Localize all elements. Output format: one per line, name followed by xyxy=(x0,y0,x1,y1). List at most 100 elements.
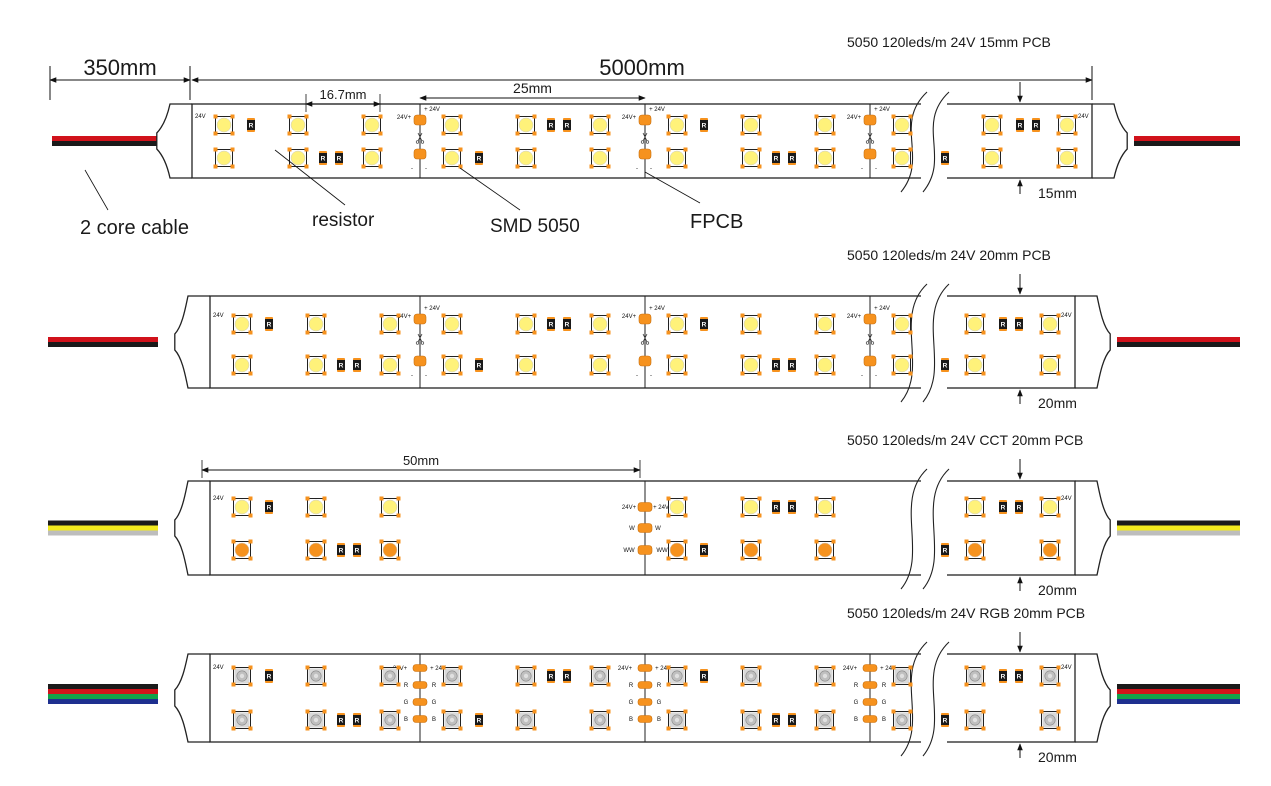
led-corner-pad xyxy=(248,371,253,376)
strip-title: 5050 120leds/m 24V 20mm PCB xyxy=(847,247,1051,263)
right-cable-wire xyxy=(1117,520,1240,526)
left-cable-wire xyxy=(48,342,158,347)
led-corner-pad xyxy=(666,313,671,318)
resistor-body xyxy=(788,153,796,163)
resistor-mark: R xyxy=(549,674,554,681)
led-corner-pad xyxy=(964,665,969,670)
cool-led-lens xyxy=(743,117,759,133)
pad-label: + 24V xyxy=(649,107,665,113)
pad-label: B xyxy=(657,717,661,723)
cut-mark-icon xyxy=(865,140,870,144)
strip-length-dim-label: 5000mm xyxy=(599,55,685,80)
led-corner-pad xyxy=(379,313,384,318)
rgb-led-dot xyxy=(748,673,754,679)
cool-led-lens xyxy=(894,357,910,373)
pad-label: G xyxy=(432,700,437,706)
resistor-body xyxy=(700,545,708,555)
solder-pad xyxy=(413,114,427,126)
cut-mark-icon xyxy=(645,341,650,345)
led-corner-pad xyxy=(441,147,446,152)
left-cable-wire xyxy=(52,136,170,141)
led-corner-pad xyxy=(305,726,310,731)
led-corner-pad xyxy=(606,354,611,359)
led-corner-pad xyxy=(305,682,310,687)
cool-led-lens xyxy=(444,150,460,166)
led-corner-pad xyxy=(231,556,236,561)
pad-label: G xyxy=(882,700,887,706)
led-corner-pad xyxy=(814,371,819,376)
resistor-mark: R xyxy=(339,548,344,555)
led-corner-pad xyxy=(1039,496,1044,501)
solder-pad xyxy=(412,698,428,706)
resistor-mark: R xyxy=(774,718,779,725)
led-corner-pad xyxy=(248,313,253,318)
led-corner-pad xyxy=(683,665,688,670)
led-corner-pad xyxy=(361,114,366,119)
led-corner-pad xyxy=(322,682,327,687)
cut-mark-icon xyxy=(870,140,875,144)
led-corner-pad xyxy=(287,114,292,119)
cut-mark-icon xyxy=(417,132,423,142)
pad-label: 24V+ xyxy=(622,505,637,511)
led-corner-pad xyxy=(248,354,253,359)
led-corner-pad xyxy=(998,131,1003,136)
pad-label: R xyxy=(432,683,437,689)
led-corner-pad xyxy=(231,709,236,714)
cool-led-lens xyxy=(669,499,685,515)
led-corner-pad xyxy=(441,709,446,714)
cool-led-lens xyxy=(669,150,685,166)
led-corner-pad xyxy=(757,496,762,501)
left-end-cap xyxy=(174,480,210,576)
pad-label: + 24V xyxy=(424,306,440,312)
resistor-mark: R xyxy=(477,718,482,725)
led-corner-pad xyxy=(981,513,986,518)
led-corner-pad xyxy=(891,709,896,714)
resistor-mark: R xyxy=(1001,674,1006,681)
led-corner-pad xyxy=(683,354,688,359)
led-corner-pad xyxy=(396,726,401,731)
led-corner-pad xyxy=(831,330,836,335)
led-corner-pad xyxy=(606,147,611,152)
led-corner-pad xyxy=(1039,539,1044,544)
cool-led-lens xyxy=(592,150,608,166)
cool-led-lens xyxy=(1059,150,1075,166)
resistor-mark: R xyxy=(702,123,707,130)
solder-pad xyxy=(637,715,653,723)
solder-pad xyxy=(412,715,428,723)
led-corner-pad xyxy=(322,513,327,518)
led-corner-pad xyxy=(757,371,762,376)
led-corner-pad xyxy=(396,556,401,561)
led-corner-pad xyxy=(831,131,836,136)
resistor-body xyxy=(547,120,555,130)
rgb-led-dot xyxy=(449,717,455,723)
led-corner-pad xyxy=(666,556,671,561)
led-corner-pad xyxy=(666,330,671,335)
led-corner-pad xyxy=(814,131,819,136)
cool-led-lens xyxy=(592,357,608,373)
right-cable-wire xyxy=(1117,342,1240,347)
led-corner-pad xyxy=(287,164,292,169)
led-corner-pad xyxy=(740,682,745,687)
led-corner-pad xyxy=(378,147,383,152)
rgb-led-dot xyxy=(822,717,828,723)
led-corner-pad xyxy=(441,164,446,169)
resistor-body xyxy=(1032,120,1040,130)
resistor-mark: R xyxy=(1034,123,1039,130)
led-corner-pad xyxy=(1056,131,1061,136)
led-corner-pad xyxy=(831,496,836,501)
led-corner-pad xyxy=(304,164,309,169)
led-corner-pad xyxy=(981,496,986,501)
led-corner-pad xyxy=(441,371,446,376)
resistor-mark: R xyxy=(1001,322,1006,329)
pad-label: 24V+ xyxy=(847,115,862,121)
led-corner-pad xyxy=(606,665,611,670)
led-corner-pad xyxy=(396,496,401,501)
led-corner-pad xyxy=(305,709,310,714)
led-corner-pad xyxy=(683,496,688,501)
pad-label: R xyxy=(629,683,634,689)
cool-led-lens xyxy=(592,117,608,133)
right-cable-wire xyxy=(1117,694,1240,699)
pad-label: R xyxy=(657,683,662,689)
left-cable-wire xyxy=(48,694,158,699)
cool-led-lens xyxy=(518,117,534,133)
